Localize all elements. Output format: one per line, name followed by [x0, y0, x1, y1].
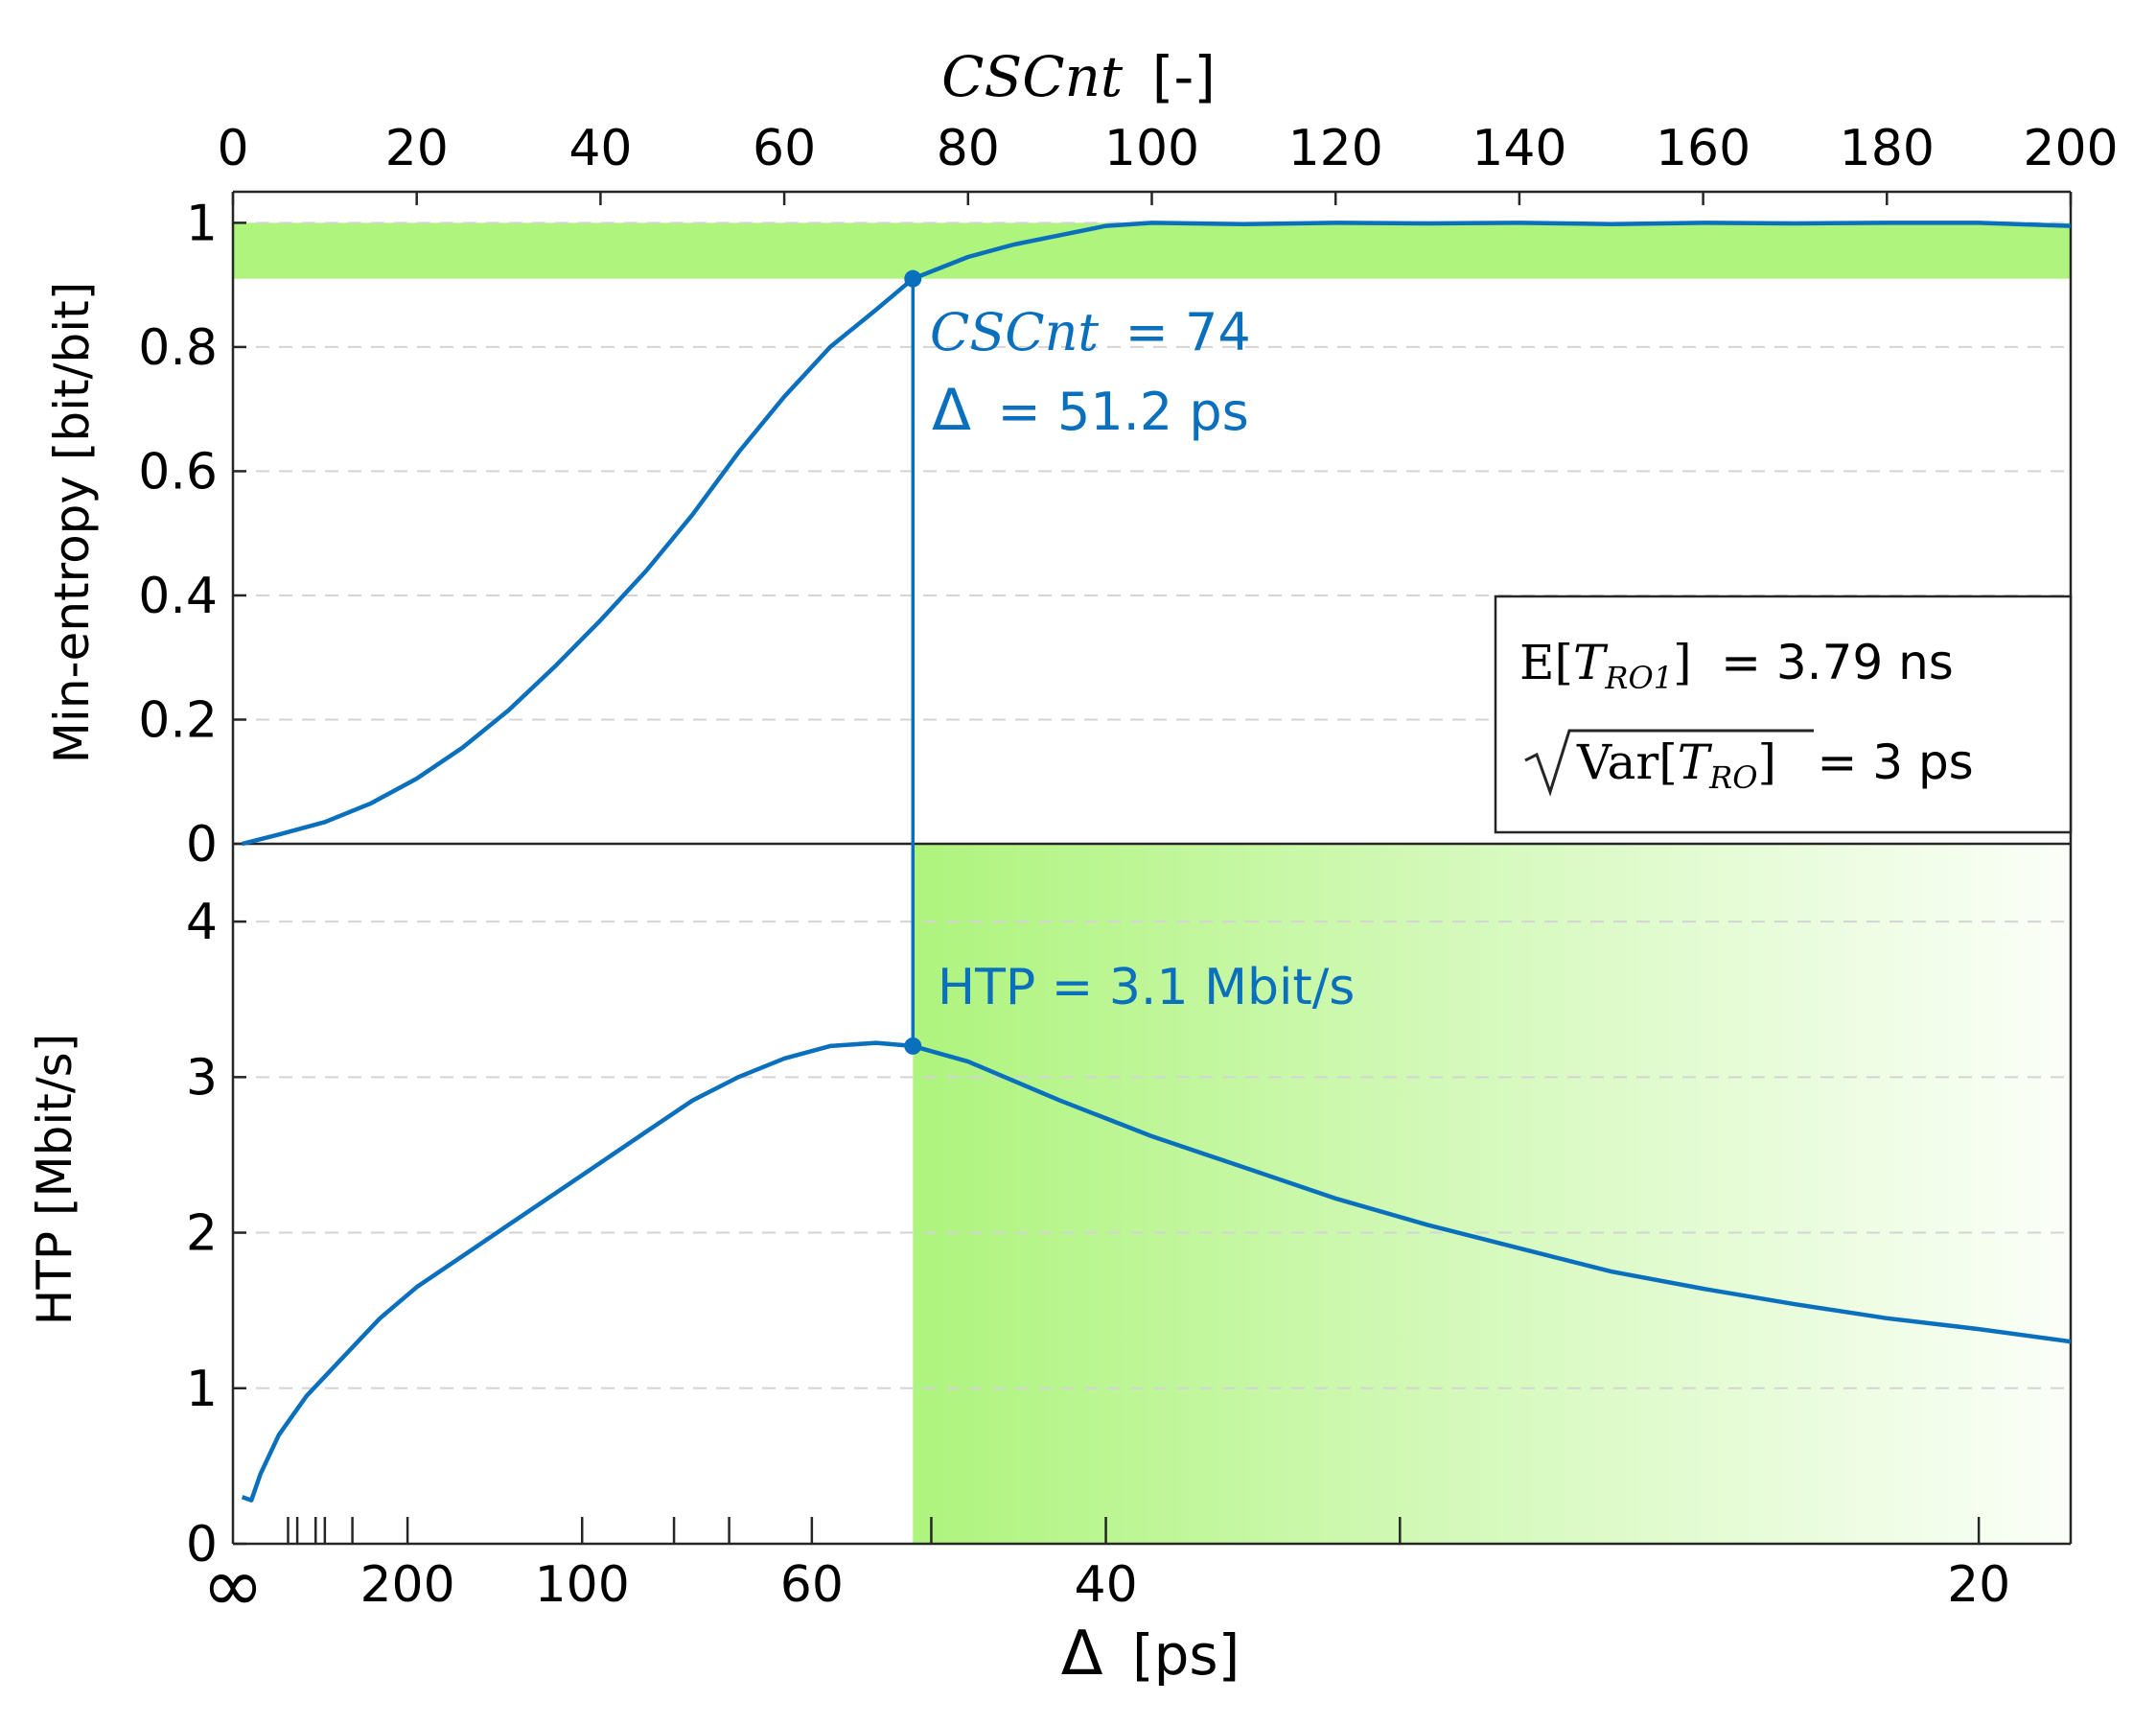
top-axis-tick-label: 200	[2023, 120, 2118, 177]
min-entropy-tick-label: 0	[186, 816, 218, 874]
htp-annotation: HTP = 3.1 Mbit/s	[938, 959, 1355, 1016]
min-entropy-tick-label: 0.8	[138, 319, 218, 377]
htp-tick-label: 4	[186, 894, 218, 951]
top-axis-tick-label: 180	[1840, 120, 1935, 177]
top-axis-title-math: CSCnt	[941, 44, 1124, 109]
axes: 0 20 40 60 80 100 120 140 160 180 20000.20.40.60.8…	[138, 120, 2118, 1629]
info-box-frame	[1494, 594, 2073, 834]
info-box-line-2-op: Var	[1576, 734, 1658, 790]
cscnt-annotation-value: = 74	[1125, 302, 1251, 362]
selected-min-entropy-point	[904, 269, 922, 288]
bottom-axis-tick-label: 200	[359, 1556, 454, 1614]
bottom-axis-title-symbol: Δ	[1061, 1619, 1103, 1690]
top-axis-title: CSCnt [-]	[941, 44, 1216, 109]
cscnt-annotation-math: CSCnt	[930, 302, 1099, 362]
info-box: E[TRO1] = 3.79 ns Var[TRO] = 3 ps	[1494, 594, 2073, 834]
series	[241, 221, 2072, 1503]
top-axis-tick-label: 40	[568, 120, 632, 177]
min-entropy-tick-label: 1	[186, 195, 218, 252]
top-axis-tick-label: 160	[1656, 120, 1750, 177]
highlight-layer	[233, 222, 2071, 1544]
min-entropy-threshold-band	[233, 222, 2071, 279]
htp-tick-label: 3	[186, 1049, 218, 1107]
top-axis-tick-label: 60	[753, 120, 816, 177]
bottom-axis-tick-label: ∞	[202, 1543, 265, 1629]
sqrt-icon	[1524, 729, 1814, 797]
min-entropy-tick-label: 0.4	[138, 568, 218, 625]
selected-htp-point	[904, 1037, 922, 1055]
bottom-axis-title: Δ [ps]	[1061, 1619, 1240, 1690]
info-box-line-2-value: = 3 ps	[1817, 734, 1973, 790]
htp-region-shade	[913, 844, 2071, 1544]
htp-tick-label: 0	[186, 1516, 218, 1573]
top-axis-title-suffix: [-]	[1152, 44, 1216, 109]
htp-axis-title: HTP [Mbit/s]	[27, 1034, 82, 1325]
top-axis-tick-label: 120	[1288, 120, 1383, 177]
min-entropy-tick-label: 0.6	[138, 443, 218, 501]
cscnt-annotation: CSCnt = 74	[930, 302, 1251, 362]
htp-series-line	[241, 1040, 2072, 1503]
bottom-axis-tick-label: 100	[535, 1556, 630, 1614]
info-box-line-1: E[TRO1] = 3.79 ns	[1519, 635, 1954, 696]
top-axis-tick-label: 20	[385, 120, 449, 177]
top-axis-tick-label: 0	[217, 120, 248, 177]
info-box-line-2: Var[TRO] = 3 ps	[1576, 734, 1974, 796]
delta-annotation: Δ = 51.2 ps	[932, 377, 1249, 444]
info-box-line-1-rbracket: ]	[1673, 635, 1692, 690]
bottom-axis-title-suffix: [ps]	[1132, 1622, 1240, 1688]
info-box-line-1-lbracket: [	[1555, 635, 1574, 690]
bottom-axis-tick-label: 40	[1074, 1556, 1137, 1614]
bottom-axis-tick-label: 20	[1947, 1556, 2010, 1614]
top-axis-tick-label: 140	[1472, 120, 1566, 177]
info-box-line-2-var: T	[1678, 734, 1713, 790]
top-axis-tick-label: 80	[937, 120, 1000, 177]
bottom-axis-tick-label: 60	[780, 1556, 844, 1614]
info-box-line-2-lbracket: [	[1658, 734, 1678, 790]
info-box-line-2-rbracket: ]	[1757, 734, 1776, 790]
info-box-line-1-value: = 3.79 ns	[1721, 635, 1954, 690]
delta-annotation-symbol: Δ	[932, 377, 971, 444]
htp-tick-label: 1	[186, 1361, 218, 1418]
info-box-line-1-op: E	[1519, 635, 1555, 690]
info-box-line-1-sub: RO1	[1604, 660, 1673, 696]
info-box-line-1-var: T	[1573, 635, 1609, 690]
min-entropy-tick-label: 0.2	[138, 691, 218, 749]
min-entropy-axis-title: Min-entropy [bit/bit]	[44, 282, 100, 763]
delta-annotation-value: = 51.2 ps	[998, 382, 1249, 442]
htp-tick-label: 2	[186, 1205, 218, 1263]
top-axis-tick-label: 100	[1104, 120, 1199, 177]
info-box-line-2-sub: RO	[1708, 759, 1757, 796]
